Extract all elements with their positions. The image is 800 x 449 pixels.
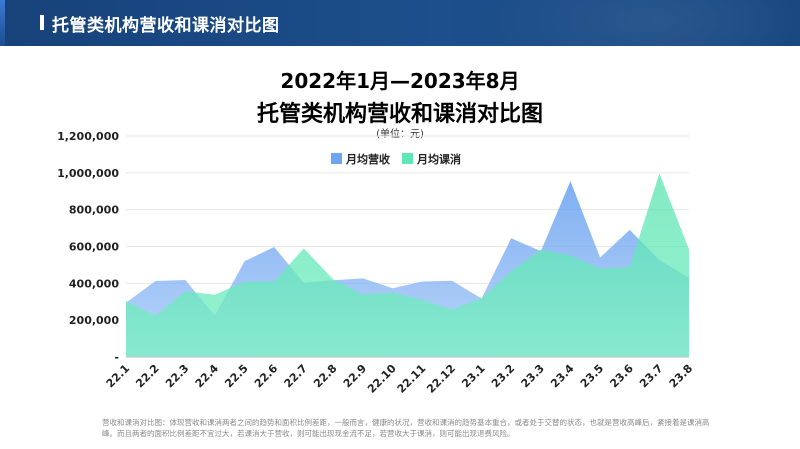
legend-label-revenue: 月均营收 <box>345 152 390 166</box>
y-tick-label: 1,200,000 <box>57 130 119 143</box>
chart-title-line2: 托管类机构营收和课消对比图 <box>257 101 543 127</box>
x-tick-label: 22.2 <box>133 362 161 390</box>
chart-subtitle: (单位：元) <box>376 127 424 140</box>
y-tick-label: 200,000 <box>69 314 119 327</box>
x-axis: 22.1 22.2 22.3 22.4 22.5 22.6 22.7 22.8 22.922.1… <box>104 362 695 396</box>
x-tick-label: 23.2 <box>489 362 517 390</box>
legend: 月均营收 月均课消 <box>331 152 461 166</box>
header-bar: 托管类机构营收和课消对比图 <box>0 0 800 46</box>
x-tick-label: 22.6 <box>252 362 281 391</box>
x-tick-label: 23.5 <box>578 362 606 390</box>
x-tick-label: 22.5 <box>222 362 250 390</box>
x-tick-label: 23.1 <box>459 362 487 390</box>
x-tick-label: 22.4 <box>193 362 222 391</box>
x-tick-label: 23.7 <box>637 362 665 390</box>
x-tick-label: 22.1 <box>104 362 132 390</box>
area-consumption <box>126 173 689 357</box>
legend-label-consumption: 月均课消 <box>416 152 461 166</box>
chart-title-line1: 2022年1月—2023年8月 <box>280 69 519 93</box>
x-tick-label: 22.12 <box>424 362 458 396</box>
header-title-marker <box>40 15 44 30</box>
x-tick-label: 22.11 <box>395 362 429 396</box>
header-decoration <box>480 0 800 46</box>
x-tick-label: 22.10 <box>365 362 399 396</box>
x-tick-label: 23.8 <box>667 362 695 390</box>
x-tick-label: 23.3 <box>519 362 547 390</box>
legend-item-consumption[interactable]: 月均课消 <box>402 152 461 166</box>
legend-swatch-consumption <box>402 153 413 164</box>
chart-footnote: 营收和课消对比图：体现营收和课消两者之间的趋势和面积比例差距，一般而言，健康的状… <box>102 418 710 438</box>
legend-item-revenue[interactable]: 月均营收 <box>331 152 390 166</box>
y-tick-label: - <box>114 351 119 364</box>
x-tick-label: 22.3 <box>163 362 191 390</box>
y-axis: - 200,000 400,000 600,000 800,000 1,000,000 1,… <box>57 130 119 364</box>
y-tick-label: 800,000 <box>69 204 119 217</box>
x-tick-label: 23.6 <box>607 362 636 391</box>
x-tick-label: 23.4 <box>548 362 577 391</box>
x-tick-label: 22.8 <box>311 362 339 390</box>
page-title: 托管类机构营收和课消对比图 <box>52 16 280 36</box>
legend-swatch-revenue <box>331 153 342 164</box>
series-areas <box>126 173 689 357</box>
x-tick-label: 22.7 <box>282 362 310 390</box>
y-tick-label: 400,000 <box>69 277 119 290</box>
y-tick-label: 1,000,000 <box>57 167 119 180</box>
y-tick-label: 600,000 <box>69 241 119 254</box>
header-accent-stripe <box>0 0 5 46</box>
